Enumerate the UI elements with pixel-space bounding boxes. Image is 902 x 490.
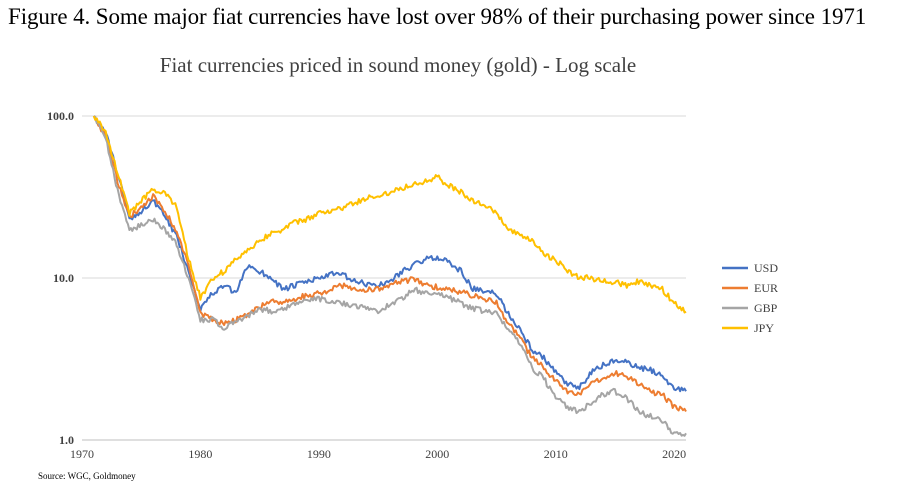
legend-label-gbp: GBP — [754, 301, 778, 315]
series-line-gbp — [93, 115, 687, 437]
y-tick-label: 10.0 — [53, 271, 74, 285]
series-line-usd — [92, 115, 687, 393]
y-tick-label: 1.0 — [59, 433, 74, 447]
chart-title: Fiat currencies priced in sound money (g… — [160, 53, 636, 77]
x-tick-label: 1990 — [307, 447, 331, 461]
x-tick-label: 2010 — [544, 447, 568, 461]
x-tick-label: 2020 — [662, 447, 686, 461]
figure-caption: Figure 4. Some major fiat currencies hav… — [8, 4, 867, 29]
source-note: Source: WGC, Goldmoney — [38, 471, 136, 481]
legend-label-jpy: JPY — [754, 321, 774, 335]
series-lines — [92, 115, 687, 437]
legend-label-eur: EUR — [754, 281, 778, 295]
gridlines — [82, 115, 686, 441]
series-line-jpy — [92, 115, 687, 314]
x-tick-label: 2000 — [425, 447, 449, 461]
series-line-eur — [92, 115, 687, 412]
x-tick-label: 1970 — [70, 447, 94, 461]
y-tick-label: 100.0 — [47, 109, 74, 123]
legend-label-usd: USD — [754, 261, 778, 275]
x-tick-label: 1980 — [188, 447, 212, 461]
legend: USD EUR GBP JPY — [722, 261, 778, 335]
